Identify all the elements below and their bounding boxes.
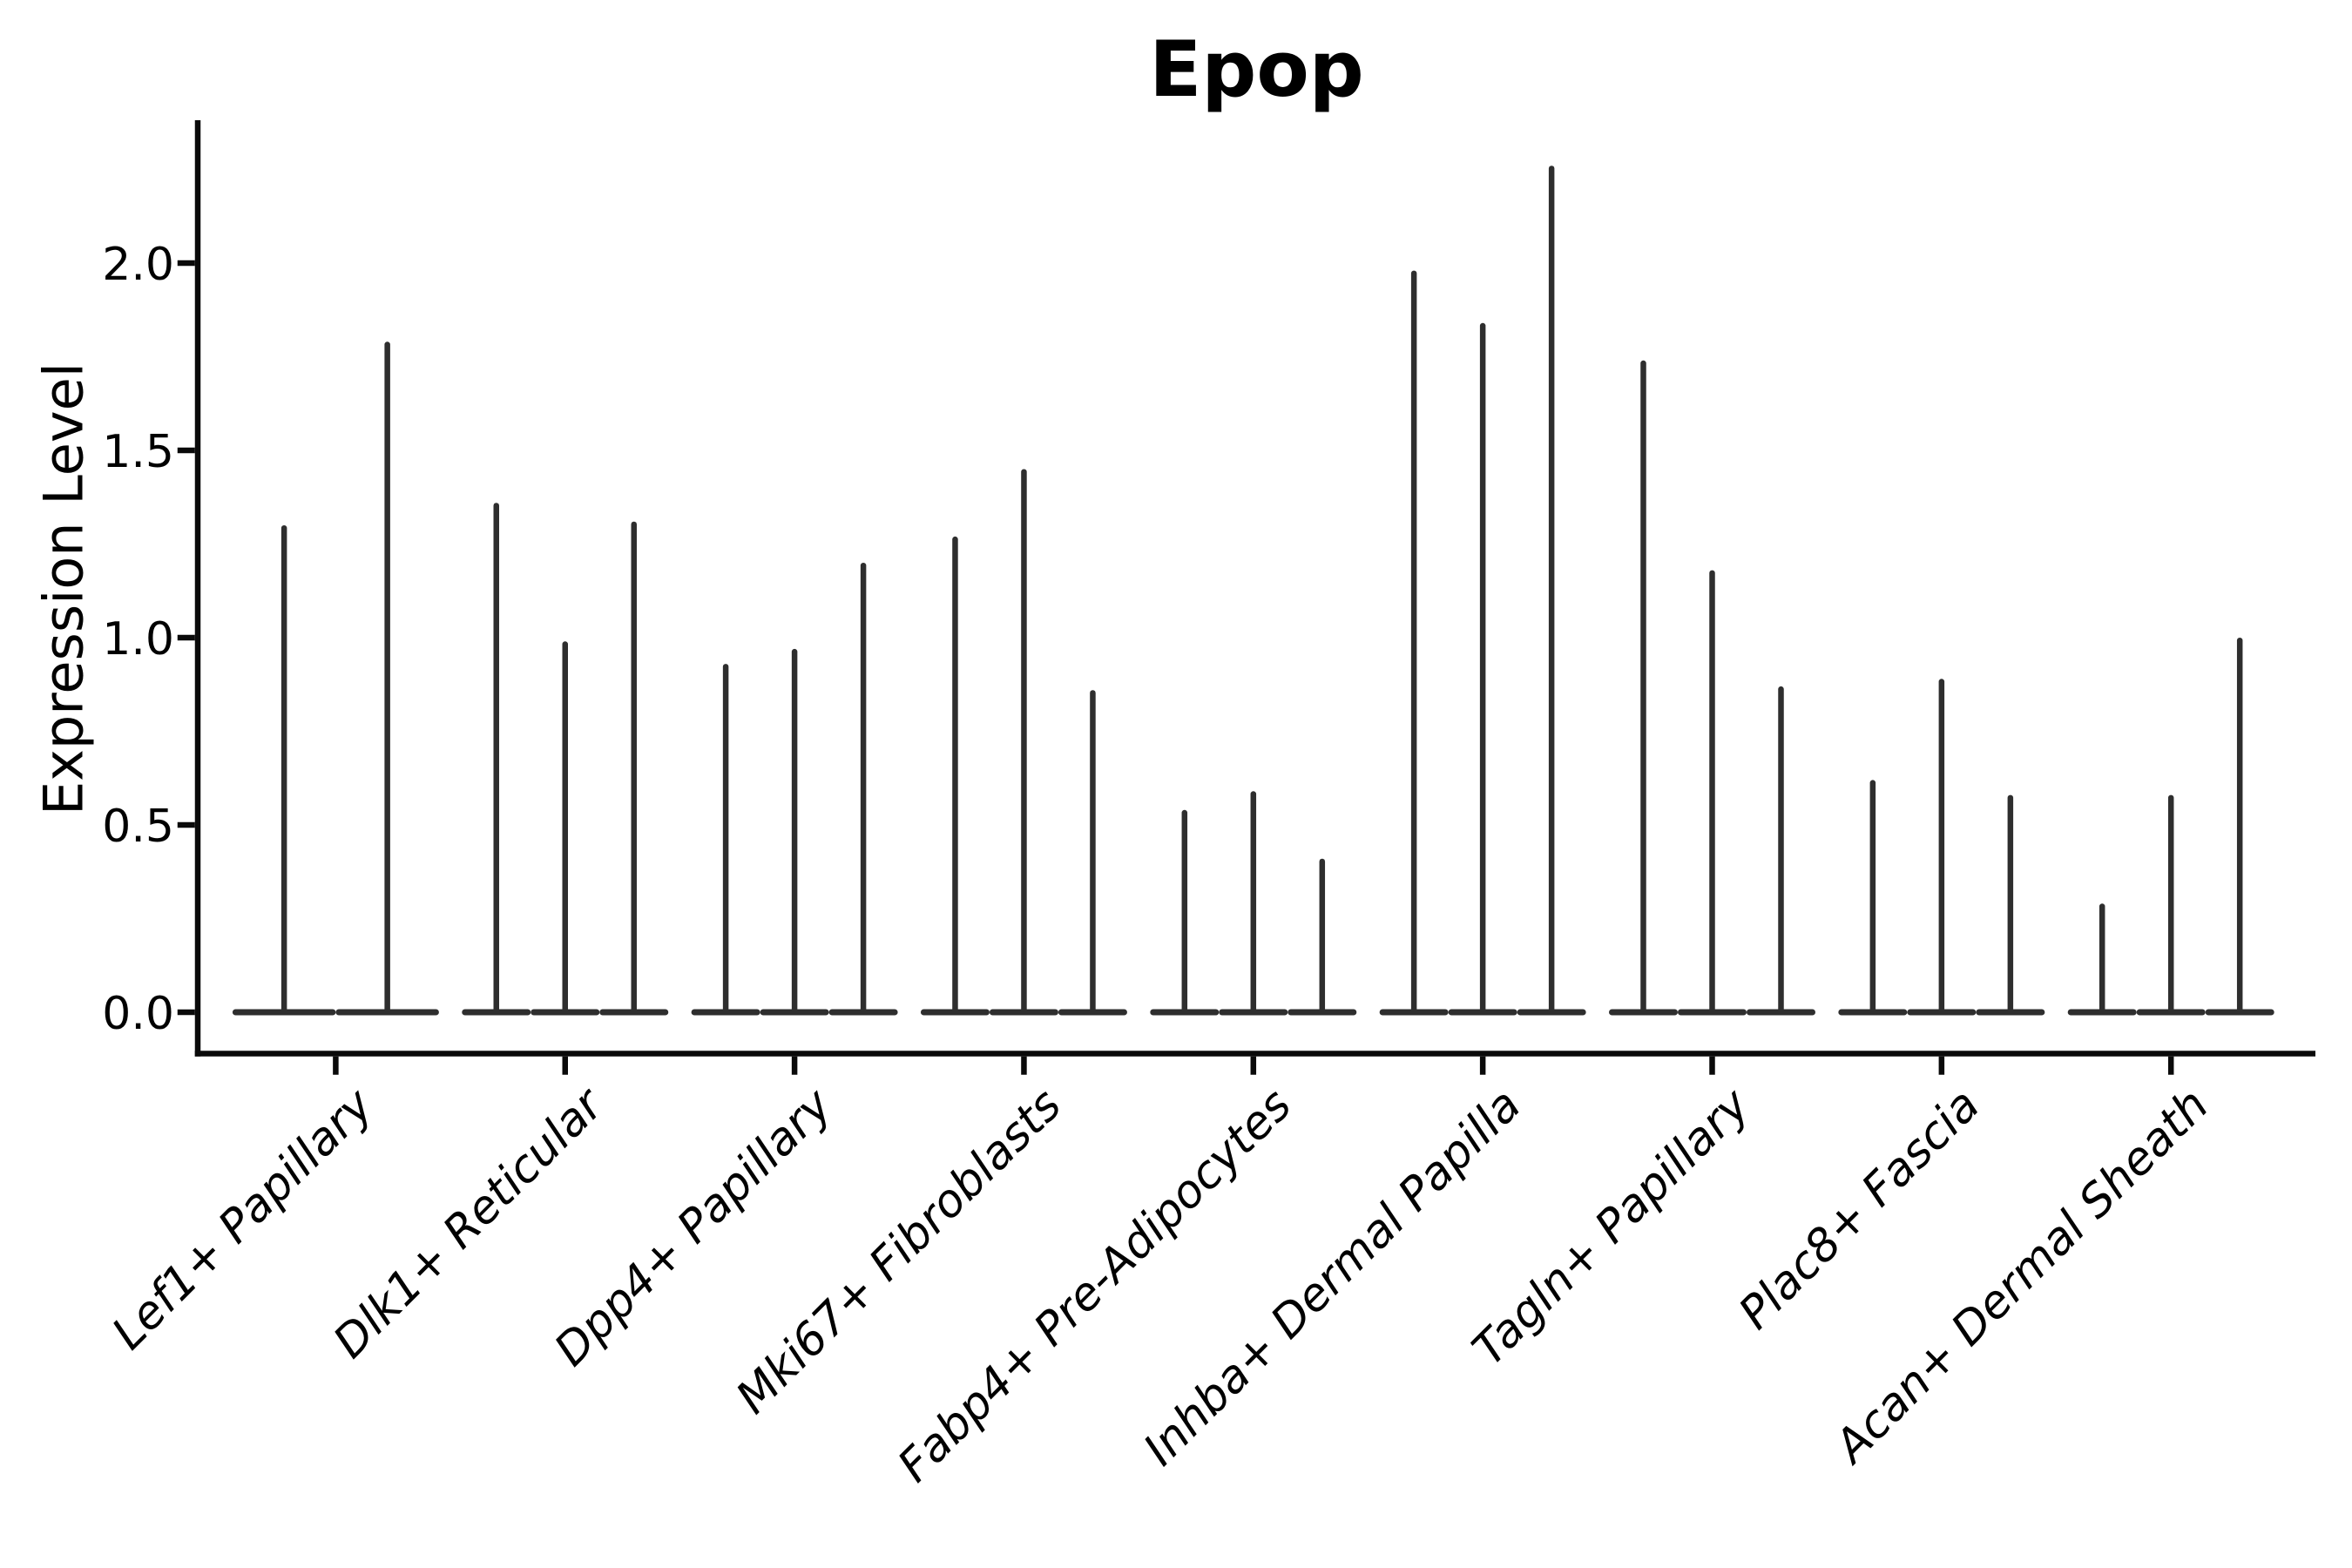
violin-spike — [631, 521, 637, 1012]
y-tick-mark — [177, 260, 195, 267]
violin-spike — [1181, 809, 1188, 1012]
x-tick-mark — [562, 1056, 568, 1075]
x-tick-mark — [1709, 1056, 1715, 1075]
violin-spike — [791, 648, 798, 1012]
y-tick-label: 1.5 — [102, 426, 174, 478]
violin-spike — [1869, 780, 1876, 1012]
axis-spine-bottom — [194, 1051, 2315, 1057]
y-tick-mark — [177, 447, 195, 454]
x-tick-mark — [1479, 1056, 1486, 1075]
y-tick-mark — [177, 1009, 195, 1016]
violin-spike — [2099, 903, 2105, 1012]
violin-spike — [2167, 794, 2174, 1012]
violin-spike — [493, 503, 499, 1012]
violin-spike — [1021, 469, 1027, 1012]
y-tick-label: 0.5 — [102, 801, 174, 853]
y-tick-label: 1.0 — [102, 613, 174, 666]
x-tick-mark — [791, 1056, 798, 1075]
violin-spike — [722, 664, 729, 1012]
x-tick-mark — [2167, 1056, 2174, 1075]
x-tick-mark — [333, 1056, 339, 1075]
x-tick-mark — [1021, 1056, 1027, 1075]
violin-spike — [1319, 858, 1326, 1012]
violin-spike — [1778, 686, 1784, 1012]
y-tick-mark — [177, 634, 195, 641]
y-tick-mark — [177, 821, 195, 828]
violin-spike — [1250, 791, 1257, 1012]
violin-spike — [860, 563, 867, 1012]
x-tick-mark — [1250, 1056, 1257, 1075]
x-tick-mark — [1938, 1056, 1945, 1075]
axis-spine-left — [194, 120, 201, 1057]
violin-spike — [562, 641, 568, 1012]
violin-spike — [384, 341, 390, 1012]
violin-spike — [1548, 166, 1555, 1012]
violin-spike — [2236, 638, 2243, 1012]
violin-spike — [1410, 270, 1417, 1013]
violin-spike — [1938, 679, 1945, 1012]
chart-title: Epop — [1149, 24, 1364, 114]
violin-spike — [1090, 690, 1096, 1012]
y-tick-label: 0.0 — [102, 988, 174, 1040]
violin-spike — [1709, 570, 1715, 1012]
y-tick-label: 2.0 — [102, 239, 174, 291]
violin-spike — [1640, 360, 1646, 1012]
violin-spike — [2007, 794, 2014, 1012]
violin-spike — [952, 536, 958, 1012]
violin-spike — [1479, 322, 1486, 1012]
violin-spike — [280, 525, 287, 1012]
